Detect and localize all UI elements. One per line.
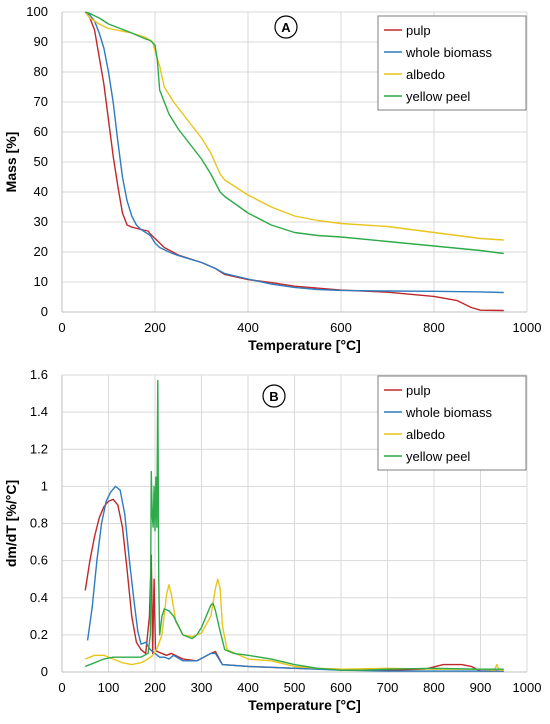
x-tick-label: 900	[470, 680, 492, 695]
y-tick-label: 30	[34, 214, 48, 229]
x-tick-label: 800	[423, 680, 445, 695]
y-tick-label: 100	[26, 4, 48, 19]
y-axis-title: Mass [%]	[3, 132, 19, 193]
y-axis-title: dm/dT [%/°C]	[3, 480, 19, 567]
legend-label: pulp	[406, 383, 431, 398]
x-tick-label: 400	[237, 320, 259, 335]
series-line-pulp	[84, 11, 504, 312]
series-line-whole-biomass	[86, 485, 504, 672]
x-axis-title: Temperature [°C]	[248, 337, 361, 353]
x-tick-label: 600	[330, 680, 352, 695]
x-tick-label: 300	[191, 680, 213, 695]
y-tick-label: 1.6	[30, 367, 48, 382]
panel-label: A	[281, 20, 291, 35]
x-tick-label: 0	[58, 320, 65, 335]
x-tick-label: 200	[144, 320, 166, 335]
x-tick-label: 700	[377, 680, 399, 695]
legend-label: whole biomass	[405, 405, 492, 420]
y-tick-label: 0	[41, 304, 48, 319]
legend-box	[377, 375, 527, 471]
legend: pulp whole biomass albedo yellow peel	[377, 15, 527, 111]
legend-label: albedo	[406, 67, 445, 82]
panel-label: B	[269, 389, 278, 404]
series-line-yellow-peel	[85, 11, 504, 255]
legend-label: yellow peel	[406, 449, 470, 464]
x-tick-label: 400	[237, 680, 259, 695]
y-tick-label: 10	[34, 274, 48, 289]
y-tick-label: 0.4	[30, 590, 48, 605]
y-tick-label: 60	[34, 124, 48, 139]
x-tick-label: 600	[330, 320, 352, 335]
legend-label: pulp	[406, 23, 431, 38]
y-tick-label: 40	[34, 184, 48, 199]
panel-label-circle	[274, 15, 298, 39]
x-tick-label: 1000	[513, 680, 542, 695]
x-axis-title: Temperature [°C]	[248, 697, 361, 713]
legend: pulp whole biomass albedo yellow peel	[377, 375, 527, 471]
x-tick-label: 0	[58, 680, 65, 695]
y-tick-label: 1.4	[30, 404, 48, 419]
legend-label: yellow peel	[406, 89, 470, 104]
y-tick-label: 70	[34, 94, 48, 109]
panel-label-circle	[262, 384, 286, 408]
y-tick-label: 20	[34, 244, 48, 259]
y-tick-label: 0.2	[30, 627, 48, 642]
x-tick-label: 800	[423, 320, 445, 335]
legend-box	[377, 15, 527, 111]
series-line-whole-biomass	[84, 11, 504, 294]
y-tick-label: 1	[41, 478, 48, 493]
x-tick-label: 1000	[513, 320, 542, 335]
y-tick-label: 0	[41, 664, 48, 679]
legend-label: albedo	[406, 427, 445, 442]
x-tick-label: 200	[144, 680, 166, 695]
legend-label: whole biomass	[405, 45, 492, 60]
y-tick-label: 0.6	[30, 553, 48, 568]
series-line-yellow-peel	[84, 379, 504, 671]
y-tick-label: 50	[34, 154, 48, 169]
x-tick-label: 500	[284, 680, 306, 695]
y-tick-label: 0.8	[30, 516, 48, 531]
x-tick-label: 100	[98, 680, 120, 695]
y-tick-label: 80	[34, 64, 48, 79]
y-tick-label: 1.2	[30, 441, 48, 456]
panel-b: 0 0.2 0.4 0.6 0.8 1 1.2 1.4 1.6 0 100 200 300 400 500 6…	[3, 367, 541, 713]
y-tick-label: 90	[34, 34, 48, 49]
